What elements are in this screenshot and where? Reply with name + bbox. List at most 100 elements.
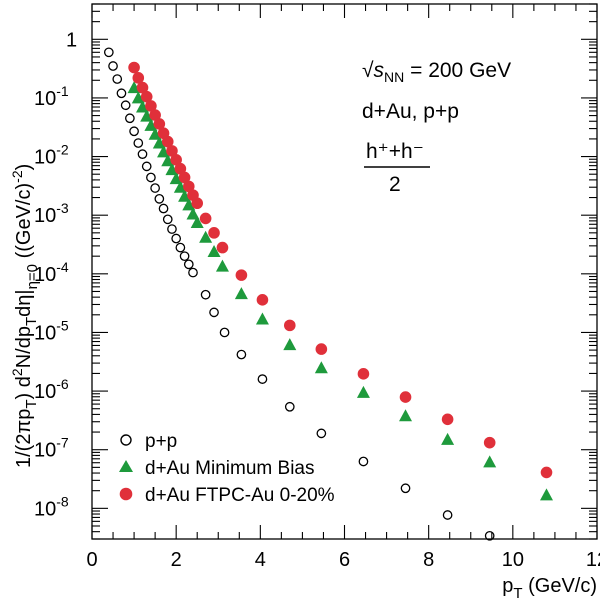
x-tick-label: 2 xyxy=(171,549,182,571)
y-tick-label: 10-7 xyxy=(34,435,69,462)
data-point-pp xyxy=(108,61,118,71)
legend-marker-dau-ftpc xyxy=(119,487,133,501)
y-tick-label: 10-1 xyxy=(34,83,69,110)
data-point-pp xyxy=(284,401,295,412)
data-point-dau-minbias xyxy=(483,455,497,468)
data-point-pp xyxy=(358,456,369,467)
x-tick-label: 6 xyxy=(339,549,350,571)
data-point-dau-ftpc xyxy=(161,135,174,148)
legend: p+p d+Au Minimum Bias d+Au FTPC-Au 0-20% xyxy=(119,431,335,506)
data-point-dau-minbias xyxy=(131,91,145,104)
data-point-dau-minbias xyxy=(157,145,171,158)
data-point-pp xyxy=(112,74,123,84)
data-point-pp xyxy=(103,47,114,58)
data-series xyxy=(103,47,553,541)
y-tick-label: 10-6 xyxy=(34,376,69,403)
data-point-dau-ftpc xyxy=(283,319,296,332)
data-point-dau-minbias xyxy=(255,312,269,325)
x-tick-label: 12 xyxy=(586,549,600,571)
data-point-dau-minbias xyxy=(234,287,248,300)
data-point-dau-ftpc xyxy=(178,171,191,184)
data-point-dau-ftpc xyxy=(540,466,553,479)
data-point-dau-ftpc xyxy=(145,100,157,112)
data-point-dau-minbias xyxy=(173,180,187,193)
data-point-pp xyxy=(236,349,247,360)
x-tick-label: 10 xyxy=(502,549,524,571)
data-point-dau-minbias xyxy=(152,136,166,149)
data-point-dau-ftpc xyxy=(199,212,212,225)
data-point-dau-minbias xyxy=(182,198,196,211)
data-point-pp xyxy=(120,100,131,111)
data-point-dau-minbias xyxy=(169,172,183,185)
data-point-dau-minbias xyxy=(148,127,162,140)
data-point-pp xyxy=(137,149,148,159)
data-point-pp xyxy=(219,327,230,338)
y-tick-label: 10-5 xyxy=(34,317,69,344)
legend-marker-dau-minbias xyxy=(119,460,133,472)
data-point-pp xyxy=(162,214,173,225)
data-point-pp xyxy=(209,307,219,318)
legend-label-pp: p+p xyxy=(145,431,177,452)
data-point-dau-ftpc xyxy=(216,241,229,254)
data-point-dau-ftpc xyxy=(208,227,220,239)
data-point-dau-minbias xyxy=(144,118,158,131)
x-axis-title: pT (GeV/c) xyxy=(502,575,597,599)
data-point-dau-minbias xyxy=(441,432,455,445)
legend-label-dau-minbias: d+Au Minimum Bias xyxy=(145,458,314,479)
data-point-dau-ftpc xyxy=(153,118,166,130)
data-point-dau-minbias xyxy=(399,409,413,422)
data-point-pp xyxy=(316,428,327,439)
data-point-pp xyxy=(188,267,198,278)
data-point-dau-ftpc xyxy=(128,61,140,74)
axis-ticks xyxy=(91,3,598,540)
data-point-pp xyxy=(133,138,144,148)
data-point-pp xyxy=(150,183,160,193)
data-point-pp xyxy=(125,113,135,124)
charge-numerator: h⁺+h⁻ xyxy=(366,140,424,163)
data-point-dau-ftpc xyxy=(149,109,161,121)
legend-label-dau-ftpc: d+Au FTPC-Au 0-20% xyxy=(145,485,335,506)
energy-annotation: √sNN = 200 GeV xyxy=(362,59,511,85)
series-1 xyxy=(127,81,553,501)
x-tick-label: 4 xyxy=(255,549,266,571)
data-point-pp xyxy=(442,510,453,520)
data-point-pp xyxy=(129,126,139,137)
data-point-pp xyxy=(484,530,495,541)
series-2 xyxy=(128,61,553,479)
legend-marker-pp xyxy=(120,434,132,446)
data-point-dau-minbias xyxy=(190,216,204,229)
data-point-dau-ftpc xyxy=(357,368,370,380)
data-point-pp xyxy=(171,233,182,244)
data-point-dau-ftpc xyxy=(256,294,269,306)
data-point-dau-minbias xyxy=(136,100,149,113)
data-point-pp xyxy=(116,88,127,99)
data-point-dau-minbias xyxy=(161,154,175,167)
data-point-dau-ftpc xyxy=(191,197,204,210)
data-point-pp xyxy=(154,193,165,204)
data-point-dau-minbias xyxy=(314,361,328,374)
data-point-pp xyxy=(146,172,156,183)
series-0 xyxy=(103,47,495,541)
data-point-dau-minbias xyxy=(356,385,370,398)
y-tick-label: 10-4 xyxy=(34,259,69,286)
data-point-pp xyxy=(158,203,169,214)
data-point-pp xyxy=(257,374,268,384)
y-tick-label: 1 xyxy=(66,29,77,51)
data-point-dau-ftpc xyxy=(132,72,145,84)
y-tick-label: 10-8 xyxy=(34,493,69,520)
annotation-block: √sNN = 200 GeV d+Au, p+p h⁺+h⁻ 2 xyxy=(362,59,511,196)
data-point-pp xyxy=(200,289,211,300)
y-tick-label: 10-2 xyxy=(34,142,69,169)
y-axis-title: 1/(2πpT) d2N/dpTdη|η=0 ((GeV/c)-2) xyxy=(9,164,41,468)
data-point-pp xyxy=(141,161,152,172)
data-point-pp xyxy=(183,259,194,270)
data-point-dau-minbias xyxy=(165,163,179,176)
data-point-dau-ftpc xyxy=(483,436,496,449)
data-point-dau-ftpc xyxy=(235,269,248,281)
data-point-dau-minbias xyxy=(199,230,213,243)
data-point-dau-minbias xyxy=(215,259,229,272)
data-point-dau-ftpc xyxy=(441,413,454,426)
data-point-dau-minbias xyxy=(283,338,297,351)
system-annotation: d+Au, p+p xyxy=(362,100,459,123)
